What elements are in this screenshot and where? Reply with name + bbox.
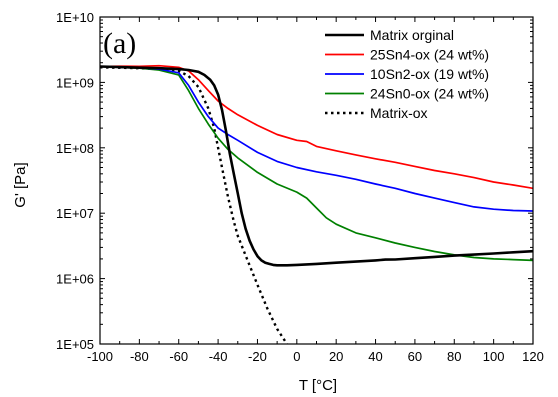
y-tick-label: 1E+07 (56, 206, 94, 221)
y-axis-title: G' [Pa] (12, 162, 29, 207)
x-tick-label: -20 (248, 349, 267, 364)
y-tick-label: 1E+09 (56, 75, 94, 90)
legend-label-4: 24Sn0-ox (24 wt%) (370, 86, 489, 102)
x-tick-label: 120 (522, 349, 544, 364)
legend-label-5: Matrix-ox (370, 105, 428, 121)
x-tick-label: -60 (169, 349, 188, 364)
series-line-4 (100, 65, 533, 262)
series-line-5 (100, 66, 289, 344)
x-axis-title: T [°C] (299, 377, 337, 394)
panel-label: (a) (103, 27, 136, 60)
series-line-2 (100, 64, 533, 190)
x-tick-label: 40 (368, 349, 382, 364)
series-line-1 (100, 65, 533, 267)
x-tick-label: 80 (447, 349, 461, 364)
x-tick-label: -40 (209, 349, 228, 364)
legend-label-2: 25Sn4-ox (24 wt%) (370, 47, 489, 63)
legend: Matrix orginal 25Sn4-ox (24 wt%) 10Sn2-ox … (325, 27, 489, 121)
y-tick-label: 1E+08 (56, 141, 94, 156)
legend-label-3: 10Sn2-ox (19 wt%) (370, 66, 489, 82)
y-tick-label: 1E+10 (56, 10, 94, 25)
x-tick-label: 60 (408, 349, 422, 364)
y-tick-label: 1E+06 (56, 272, 94, 287)
x-tick-label: 20 (329, 349, 343, 364)
series-line-3 (100, 65, 533, 212)
x-tick-label: 0 (293, 349, 300, 364)
series-layer (100, 64, 533, 344)
ticks: -100 -80 -60 -40 -20 0 20 40 60 80 100 120 1E+05 1E+0… (56, 10, 544, 364)
x-tick-label: -100 (87, 349, 113, 364)
legend-label-1: Matrix orginal (370, 27, 454, 43)
x-tick-label: 100 (483, 349, 505, 364)
y-tick-label: 1E+05 (56, 337, 94, 352)
x-tick-label: -80 (130, 349, 149, 364)
